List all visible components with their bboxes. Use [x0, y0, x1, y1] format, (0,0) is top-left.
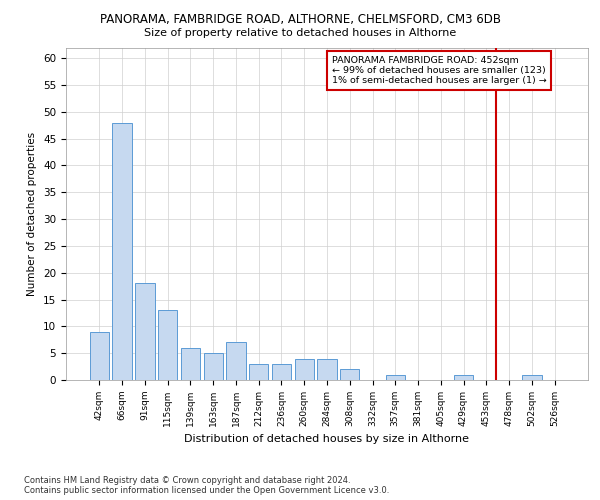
X-axis label: Distribution of detached houses by size in Althorne: Distribution of detached houses by size … [185, 434, 470, 444]
Bar [295, 358, 314, 380]
Bar [90, 332, 109, 380]
Bar [249, 364, 268, 380]
Text: PANORAMA FAMBRIDGE ROAD: 452sqm
← 99% of detached houses are smaller (123)
1% of: PANORAMA FAMBRIDGE ROAD: 452sqm ← 99% of… [332, 56, 547, 86]
Bar [386, 374, 405, 380]
Bar [522, 374, 542, 380]
Text: Contains HM Land Registry data © Crown copyright and database right 2024.
Contai: Contains HM Land Registry data © Crown c… [24, 476, 389, 495]
Bar [135, 284, 155, 380]
Text: PANORAMA, FAMBRIDGE ROAD, ALTHORNE, CHELMSFORD, CM3 6DB: PANORAMA, FAMBRIDGE ROAD, ALTHORNE, CHEL… [100, 12, 500, 26]
Bar [112, 122, 132, 380]
Bar [226, 342, 245, 380]
Bar [158, 310, 178, 380]
Bar [181, 348, 200, 380]
Text: Size of property relative to detached houses in Althorne: Size of property relative to detached ho… [144, 28, 456, 38]
Bar [340, 370, 359, 380]
Y-axis label: Number of detached properties: Number of detached properties [28, 132, 37, 296]
Bar [203, 353, 223, 380]
Bar [454, 374, 473, 380]
Bar [317, 358, 337, 380]
Bar [272, 364, 291, 380]
